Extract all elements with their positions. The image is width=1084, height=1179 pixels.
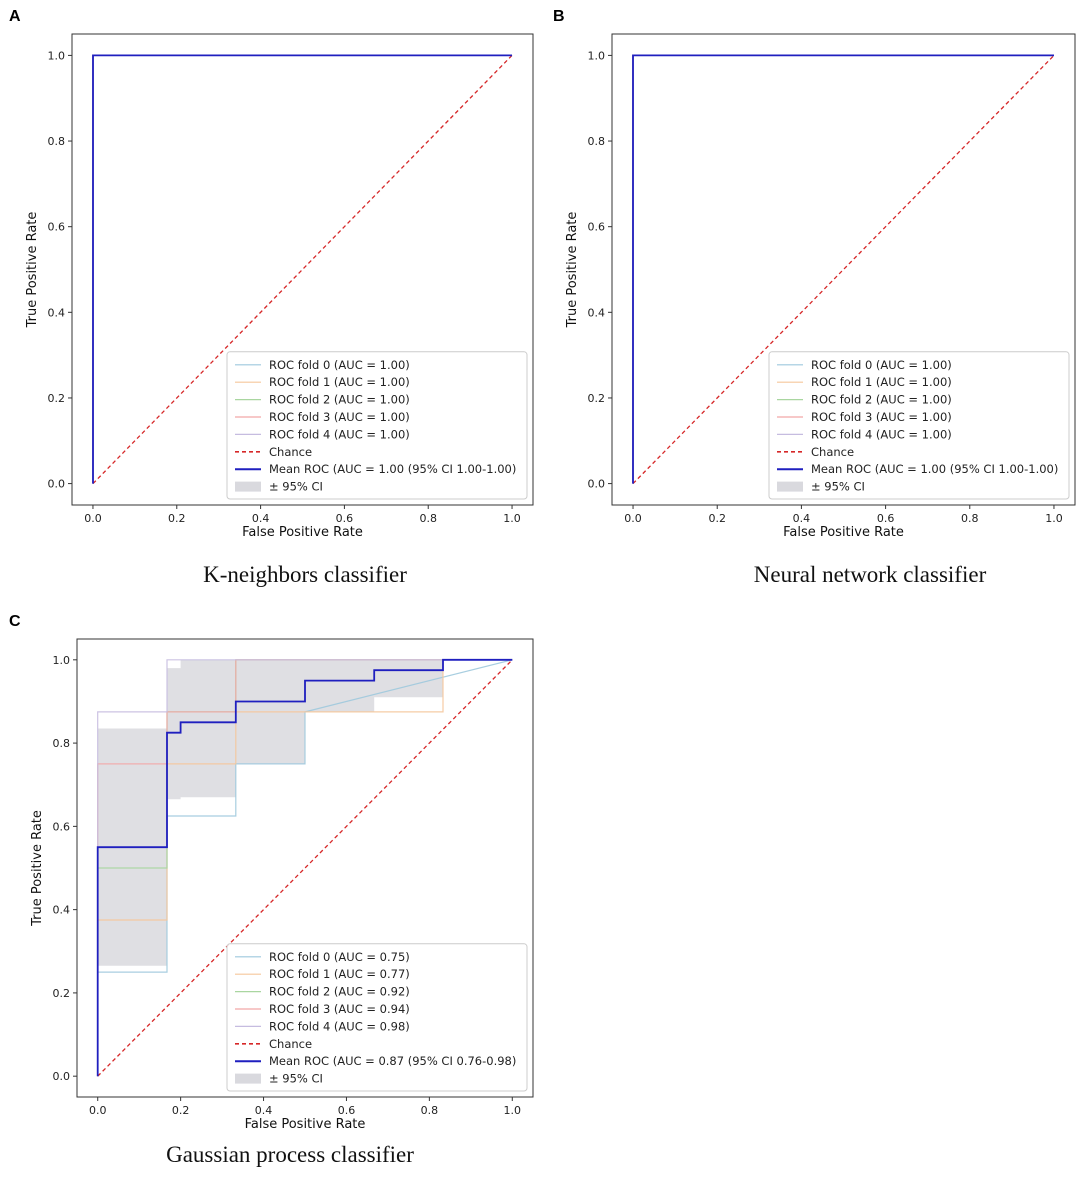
chance-line — [632, 54, 1055, 485]
panel-label-c: C — [9, 613, 21, 630]
y-axis-label: True Positive Rate — [565, 212, 580, 329]
legend-box — [226, 943, 528, 1092]
panel-label-a: A — [9, 8, 21, 25]
legend-entry-0: ROC fold 0 (AUC = 0.75) — [269, 950, 410, 964]
legend-entry-7: ± 95% CI — [811, 480, 865, 494]
y-axis-label: True Positive Rate — [25, 212, 40, 329]
caption-k-neighbors: K-neighbors classifier — [203, 562, 407, 587]
x-tick-label: 1.0 — [504, 1104, 522, 1117]
y-tick-label: 0.2 — [588, 392, 606, 405]
legend-entry-0: ROC fold 0 (AUC = 1.00) — [811, 358, 952, 372]
caption-gaussian-process: Gaussian process classifier — [166, 1142, 414, 1167]
legend-entry-1: ROC fold 1 (AUC = 0.77) — [269, 967, 410, 981]
x-tick-label: 0.6 — [877, 512, 895, 525]
plot-frame — [71, 33, 534, 506]
y-tick-label: 0.0 — [53, 1070, 71, 1083]
legend-swatch-ci — [777, 481, 803, 492]
legend-entry-3: ROC fold 3 (AUC = 1.00) — [269, 410, 410, 424]
y-tick-label: 0.0 — [588, 478, 606, 491]
mean-roc-line — [632, 54, 1054, 484]
y-axis-label: True Positive Rate — [30, 810, 45, 927]
y-tick-label: 0.2 — [53, 987, 71, 1000]
x-tick-label: 0.4 — [252, 512, 270, 525]
legend-entry-7: ± 95% CI — [269, 480, 323, 494]
y-tick-label: 0.2 — [48, 392, 66, 405]
roc-fold-0-line — [97, 659, 513, 1077]
x-tick-label: 0.0 — [624, 512, 642, 525]
legend-entry-7: ± 95% CI — [269, 1072, 323, 1086]
legend-entry-4: ROC fold 4 (AUC = 1.00) — [269, 427, 410, 441]
roc-fold-4-line — [97, 659, 513, 1077]
y-tick-label: 1.0 — [53, 654, 71, 667]
chance-line — [92, 54, 513, 485]
x-tick-label: 0.8 — [421, 1104, 439, 1117]
y-tick-label: 1.0 — [588, 49, 606, 62]
x-tick-label: 0.2 — [168, 512, 186, 525]
y-tick-label: 0.8 — [588, 135, 606, 148]
x-tick-label: 0.0 — [89, 1104, 107, 1117]
x-tick-label: 0.0 — [84, 512, 102, 525]
mean-roc-line — [96, 658, 513, 1077]
x-tick-label: 0.6 — [336, 512, 354, 525]
roc-chart-k-neighbors: 0.0 0.2 0.4 0.6 0.8 1.0 0.0 0.2 0.4 0.6 0.8 1.0 Fals… — [25, 33, 534, 540]
legend-swatch-ci — [235, 1073, 261, 1084]
roc-fold-1-line — [97, 659, 513, 1077]
legend-entry-1: ROC fold 1 (AUC = 1.00) — [811, 375, 952, 389]
caption-neural-network: Neural network classifier — [753, 562, 987, 587]
roc-chart-neural-network: 0.0 0.2 0.4 0.6 0.8 1.0 0.0 0.2 0.4 0.6 0.8 1.0 Fals… — [565, 33, 1076, 540]
y-tick-label: 0.4 — [53, 904, 71, 917]
legend-entry-5: Chance — [269, 445, 312, 459]
roc-chart-gaussian-process: 0.0 0.2 0.4 0.6 0.8 1.0 0.0 0.2 0.4 0.6 0.8 1.0 Fals… — [30, 638, 534, 1132]
legend-entry-2: ROC fold 2 (AUC = 0.92) — [269, 985, 410, 999]
legend-entry-4: ROC fold 4 (AUC = 1.00) — [811, 427, 952, 441]
x-tick-label: 1.0 — [503, 512, 521, 525]
y-tick-label: 0.6 — [53, 820, 71, 833]
y-tick-label: 0.8 — [53, 737, 71, 750]
y-tick-label: 0.4 — [48, 306, 66, 319]
x-tick-label: 0.2 — [708, 512, 726, 525]
legend-swatch-ci — [235, 481, 261, 492]
x-axis-label: False Positive Rate — [783, 525, 904, 540]
legend-entry-1: ROC fold 1 (AUC = 1.00) — [269, 375, 410, 389]
legend-entry-6: Mean ROC (AUC = 1.00 (95% CI 1.00-1.00) — [811, 462, 1058, 476]
x-tick-label: 0.8 — [961, 512, 979, 525]
legend-box — [226, 351, 528, 500]
x-tick-label: 0.8 — [419, 512, 437, 525]
y-tick-label: 0.0 — [48, 478, 66, 491]
legend-entry-3: ROC fold 3 (AUC = 1.00) — [811, 410, 952, 424]
legend-entry-3: ROC fold 3 (AUC = 0.94) — [269, 1002, 410, 1016]
y-tick-label: 0.4 — [588, 306, 606, 319]
panel-label-b: B — [553, 8, 565, 25]
x-axis-label: False Positive Rate — [245, 1117, 366, 1132]
legend-entry-4: ROC fold 4 (AUC = 0.98) — [269, 1019, 410, 1033]
plot-frame — [611, 33, 1076, 506]
x-tick-label: 0.4 — [793, 512, 811, 525]
y-tick-label: 0.6 — [48, 221, 66, 234]
legend-entry-6: Mean ROC (AUC = 1.00 (95% CI 1.00-1.00) — [269, 462, 516, 476]
x-tick-label: 0.2 — [172, 1104, 190, 1117]
legend-entry-6: Mean ROC (AUC = 0.87 (95% CI 0.76-0.98) — [269, 1054, 516, 1068]
y-tick-label: 0.6 — [588, 221, 606, 234]
x-tick-label: 0.6 — [338, 1104, 356, 1117]
mean-roc-line — [92, 54, 512, 484]
x-tick-label: 1.0 — [1045, 512, 1063, 525]
legend-entry-5: Chance — [269, 1037, 312, 1051]
y-tick-label: 0.8 — [48, 135, 66, 148]
legend-entry-2: ROC fold 2 (AUC = 1.00) — [811, 393, 952, 407]
legend-box — [768, 351, 1070, 500]
x-tick-label: 0.4 — [255, 1104, 273, 1117]
legend-entry-5: Chance — [811, 445, 854, 459]
x-axis-label: False Positive Rate — [242, 525, 363, 540]
plot-frame — [76, 638, 534, 1098]
legend-entry-2: ROC fold 2 (AUC = 1.00) — [269, 393, 410, 407]
ci-band — [97, 659, 443, 966]
legend-entry-0: ROC fold 0 (AUC = 1.00) — [269, 358, 410, 372]
y-tick-label: 1.0 — [48, 49, 66, 62]
